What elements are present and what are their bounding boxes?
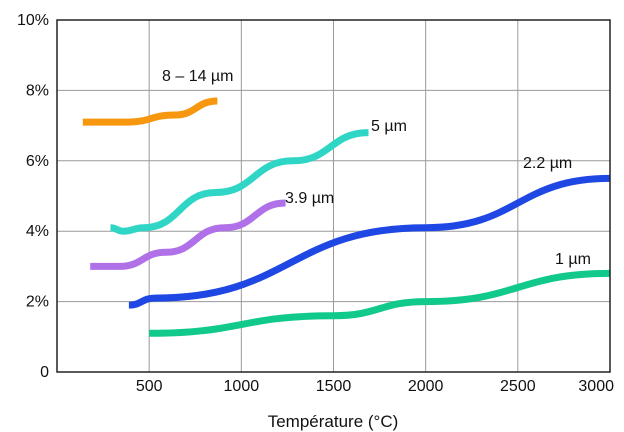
y-tick-label: 2% (26, 294, 49, 311)
x-tick-label: 2000 (408, 378, 444, 395)
x-tick-label: 1000 (224, 378, 260, 395)
x-axis-title: Température (°C) (268, 412, 399, 431)
series-line-5 (149, 269, 611, 337)
series-line-2 (110, 129, 369, 235)
y-tick-label: 8% (26, 82, 49, 99)
series-label-4: 2.2 µm (523, 155, 572, 172)
y-tick-label: 6% (26, 153, 49, 170)
grid (57, 20, 610, 372)
series-label-2: 5 µm (371, 118, 407, 135)
x-tick-labels: 500 1000 1500 2000 2500 3000 (136, 378, 614, 395)
series-label-1: 8 – 14 µm (162, 68, 233, 85)
series-group (82, 97, 611, 337)
x-tick-label: 3000 (578, 378, 614, 395)
series-labels: 8 – 14 µm 5 µm 3.9 µm 2.2 µm 1 µm (162, 68, 591, 268)
series-line-1 (82, 97, 218, 126)
x-tick-label: 500 (136, 378, 163, 395)
series-label-3: 3.9 µm (285, 190, 334, 207)
y-tick-labels: 0 2% 4% 6% 8% 10% (17, 12, 49, 381)
y-tick-label: 0 (40, 364, 49, 381)
series-line-4 (128, 174, 611, 309)
x-tick-label: 2500 (500, 378, 536, 395)
x-tick-label: 1500 (316, 378, 352, 395)
series-label-5: 1 µm (555, 251, 591, 268)
plot-frame (56, 19, 611, 373)
y-tick-label: 10% (17, 12, 49, 29)
series-line-3 (90, 199, 286, 270)
y-tick-label: 4% (26, 223, 49, 240)
